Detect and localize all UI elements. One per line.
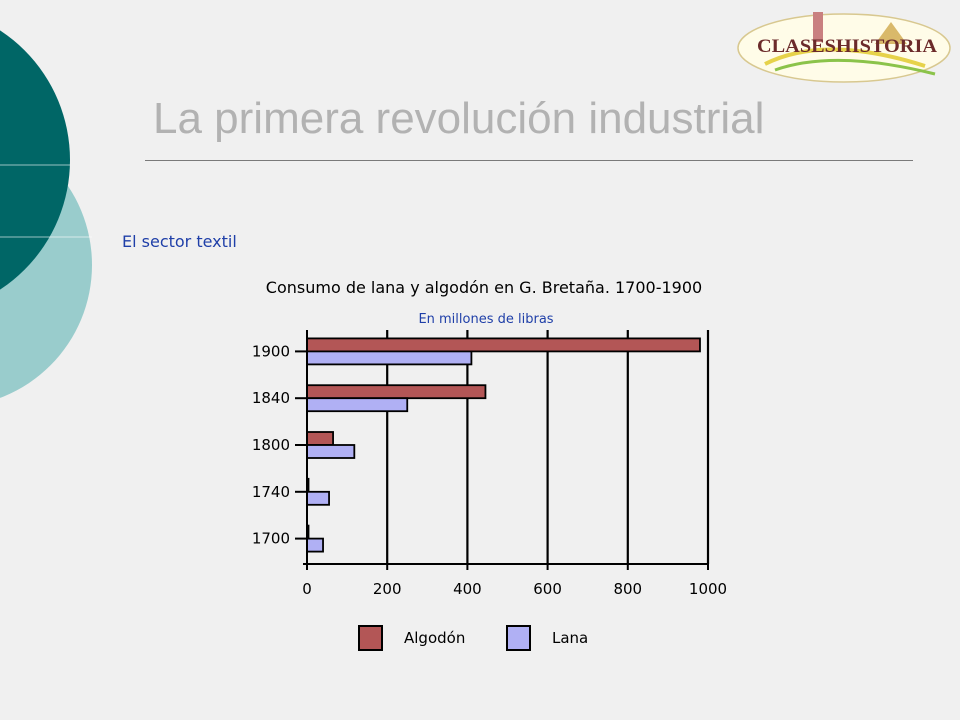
legend-label-lana: Lana xyxy=(552,629,588,647)
bar-lana-1740 xyxy=(306,490,330,506)
title-divider xyxy=(145,160,913,161)
bar-lana-1800 xyxy=(306,444,356,459)
logo-pyramid xyxy=(875,22,907,44)
logo-tower xyxy=(813,12,823,42)
section-label: El sector textil xyxy=(122,232,237,251)
slide-decoration xyxy=(0,30,92,398)
x-tick-label-400: 400 xyxy=(453,580,482,598)
logo-swoosh xyxy=(764,47,926,68)
bar-lana-1700 xyxy=(306,537,324,553)
category-label-1840: 1840 xyxy=(252,389,290,407)
category-label-1800: 1800 xyxy=(252,436,290,454)
claseshistoria-logo: CLASESHISTORIA xyxy=(737,12,951,83)
chart-category-labels: 1900 1840 1800 1740 1700 xyxy=(252,342,290,547)
teal-dark-circle xyxy=(0,30,70,290)
bar-lana-1840 xyxy=(306,397,409,413)
chart-bars xyxy=(306,337,701,553)
bar-algodón-1800 xyxy=(306,431,334,446)
category-label-1900: 1900 xyxy=(252,342,290,360)
bar-lana-1900 xyxy=(306,350,473,366)
x-tick-label-1000: 1000 xyxy=(689,580,727,598)
legend-swatch-algodón xyxy=(358,625,383,651)
page-title: La primera revolución industrial xyxy=(153,94,765,143)
category-label-1700: 1700 xyxy=(252,530,290,548)
category-label-1740: 1740 xyxy=(252,483,290,501)
chart-subtitle: En millones de libras xyxy=(418,312,553,327)
bar-algodón-1900 xyxy=(306,337,701,353)
x-tick-label-600: 600 xyxy=(533,580,562,598)
chart-legend: Algodón Lana xyxy=(358,625,588,651)
legend-swatch-lana xyxy=(506,625,531,651)
logo-text: CLASESHISTORIA xyxy=(757,36,937,57)
bar-algodón-1840 xyxy=(306,384,487,400)
x-tick-label-800: 800 xyxy=(613,580,642,598)
chart-gridlines xyxy=(386,330,710,564)
chart-axes xyxy=(295,330,709,570)
bar-chart: Consumo de lana y algodón en G. Bretaña.… xyxy=(252,278,727,651)
logo-swoosh-2 xyxy=(774,58,936,76)
chart-tick-labels: 0 200 400 600 800 1000 xyxy=(302,580,727,598)
chart-title: Consumo de lana y algodón en G. Bretaña.… xyxy=(266,278,702,297)
legend-label-algodón: Algodón xyxy=(404,629,465,647)
x-tick-label-0: 0 xyxy=(302,580,312,598)
x-tick-label-200: 200 xyxy=(373,580,402,598)
